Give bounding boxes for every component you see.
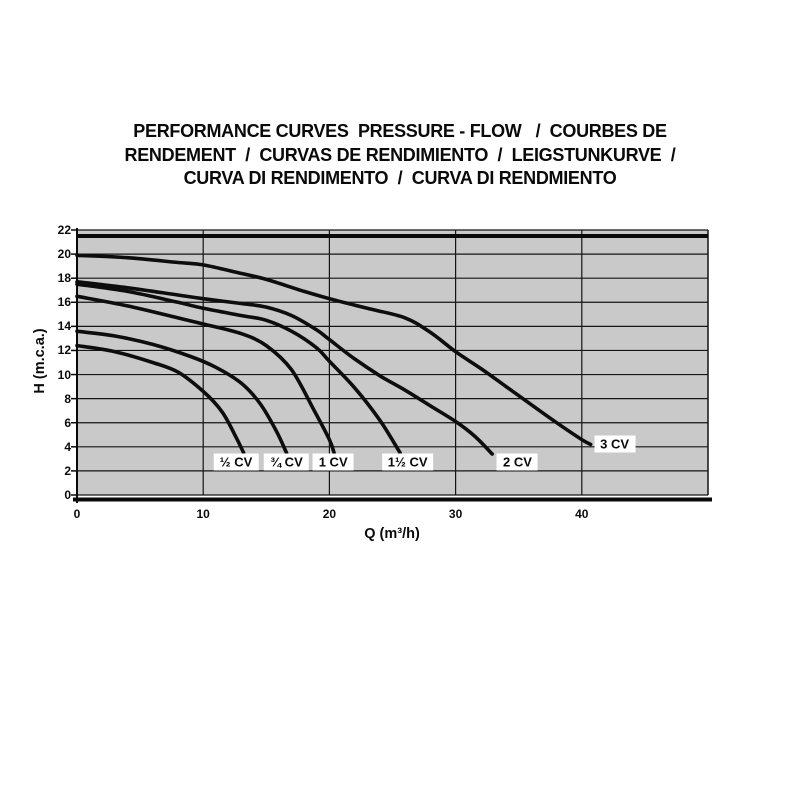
page-title: PERFORMANCE CURVES PRESSURE - FLOW / COU…	[0, 120, 800, 191]
y-tick-label-18: 18	[57, 271, 71, 286]
page-title-line-2: RENDEMENT / CURVAS DE RENDIMIENTO / LEIG…	[124, 144, 676, 165]
x-tick-label-0: 0	[73, 507, 81, 521]
x-tick-label-30: 30	[448, 507, 463, 521]
curve-label-one-cv: 1 CV	[312, 453, 354, 471]
x-tick-label-40: 40	[575, 507, 589, 521]
curve-label-half-cv: ½ CV	[213, 453, 259, 471]
curve-label-one-and-half-cv: 1½ CV	[381, 453, 434, 471]
performance-chart: H (m.c.a.) Q (m³/h) 0 2 4 6 8 10 12 14 16 18 20 22 0…	[32, 223, 712, 542]
chart-canvas	[71, 228, 712, 503]
y-tick-label-10: 10	[57, 367, 71, 382]
y-tick-label-4: 4	[64, 439, 71, 454]
page-title-line-1: PERFORMANCE CURVES PRESSURE - FLOW / COU…	[133, 121, 667, 141]
x-axis-title: Q (m³/h)	[364, 526, 420, 542]
y-tick-label-14: 14	[57, 319, 71, 334]
curve-two-cv	[75, 280, 494, 456]
curve-label-two-cv: 2 CV	[496, 453, 538, 471]
y-tick-label-12: 12	[57, 343, 71, 358]
curve-label-three-quarter-cv: ¾ CV	[264, 453, 309, 471]
curve-three-quarter-cv	[75, 329, 289, 455]
y-tick-label-22: 22	[57, 223, 71, 237]
curve-one-cv	[75, 294, 337, 456]
curve-one-and-half-cv	[75, 282, 402, 455]
y-axis-title: H (m.c.a.)	[32, 328, 48, 394]
x-tick-label-20: 20	[322, 507, 337, 521]
y-tick-label-2: 2	[64, 463, 71, 478]
y-tick-label-0: 0	[64, 488, 71, 502]
y-tick-label-6: 6	[64, 415, 71, 430]
curve-three-cv	[75, 253, 593, 447]
y-tick-label-8: 8	[64, 391, 71, 406]
x-tick-label-10: 10	[196, 507, 210, 521]
y-tick-label-20: 20	[57, 247, 71, 262]
y-tick-label-16: 16	[57, 295, 71, 310]
page-title-line-3: CURVA DI RENDIMENTO / CURVA DI RENDMIENT…	[183, 168, 617, 188]
curve-half-cv	[75, 343, 246, 455]
curve-label-three-cv: 3 CV	[594, 435, 636, 453]
